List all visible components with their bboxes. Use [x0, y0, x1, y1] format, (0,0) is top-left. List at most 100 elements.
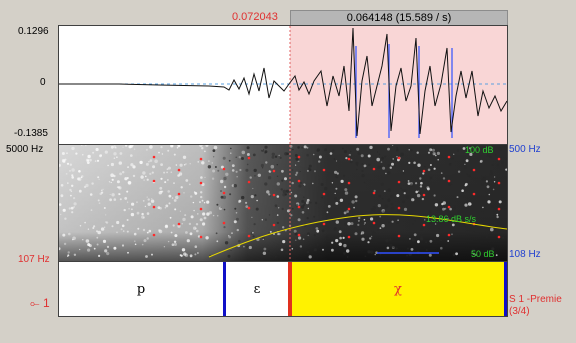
spectrogram-speckle [236, 228, 239, 232]
spectrogram-speckle [281, 169, 284, 173]
spectrogram-speckle [60, 213, 62, 216]
spectrogram-speckle [110, 181, 112, 184]
spectrogram-speckle [419, 177, 422, 180]
spectrogram-speckle [291, 181, 294, 185]
spectrogram-speckle [376, 157, 381, 162]
spectrogram-speckle [194, 253, 197, 256]
spectrogram-speckle [464, 203, 468, 207]
spectrogram-speckle [100, 227, 105, 231]
spectrogram-speckle [491, 179, 494, 181]
spectrogram-panel[interactable]: 100 dB 13.86 dB s/s 50 dB [58, 144, 508, 262]
spectrogram-texture [59, 145, 507, 259]
spectrogram-speckle [230, 249, 232, 251]
spectrogram-speckle [212, 214, 215, 217]
spectrogram-speckle [342, 147, 344, 150]
spectrogram-speckle [274, 204, 278, 208]
selected-boundary-line[interactable] [288, 262, 292, 316]
spectrogram-speckle [367, 241, 370, 244]
spectrogram-speckle [173, 199, 177, 202]
spectrogram-speckle [471, 250, 473, 252]
spectrogram-speckle [377, 204, 381, 208]
spectrogram-speckle [189, 254, 193, 258]
spectrogram-speckle [298, 184, 302, 188]
spectrogram-speckle [350, 222, 354, 226]
spectrogram-speckle [110, 173, 114, 177]
spectrogram-speckle [385, 172, 387, 175]
spectrogram-speckle [145, 162, 149, 166]
spectrogram-speckle [228, 235, 231, 239]
spectrogram-speckle [397, 219, 399, 221]
spectrogram-speckle [122, 171, 125, 174]
spectrogram-speckle [245, 201, 248, 204]
spectrogram-speckle [463, 224, 467, 227]
spectrogram-speckle [109, 198, 112, 202]
spectrogram-speckle [78, 170, 81, 173]
spectrogram-speckle [109, 193, 111, 196]
spectrogram-speckle [238, 199, 242, 203]
spectrogram-speckle [387, 188, 391, 192]
spectrogram-speckle [369, 237, 372, 240]
spectrogram-speckle [149, 172, 152, 176]
spectrogram-speckle [286, 152, 289, 156]
spectrogram-speckle [102, 239, 107, 243]
formant-dot [322, 222, 326, 226]
spectrogram-speckle [335, 239, 339, 243]
boundary-line[interactable] [504, 262, 507, 316]
spectrogram-speckle [440, 246, 443, 250]
textgrid-tier[interactable]: p ɛ χ [58, 261, 508, 317]
spectrogram-speckle [200, 191, 203, 194]
spectrogram-speckle [307, 232, 310, 236]
spectrogram-speckle [213, 156, 215, 158]
spectrogram-speckle [347, 222, 351, 226]
spectrogram-speckle [85, 145, 87, 147]
spectrogram-speckle [196, 229, 199, 233]
spectrogram-speckle [308, 255, 312, 259]
spectrogram-speckle [490, 170, 493, 173]
spectrogram-speckle [429, 164, 432, 166]
tier-name[interactable]: S 1 -Premie (3/4) [509, 294, 562, 318]
spectrogram-speckle [63, 242, 67, 246]
spectrogram-speckle [235, 217, 239, 221]
spectrogram-speckle [253, 168, 257, 173]
spectrogram-speckle [364, 255, 367, 258]
spectrogram-speckle [269, 170, 272, 172]
spectrogram-speckle [298, 247, 302, 251]
formant-dot [422, 223, 426, 227]
waveform-panel[interactable] [58, 25, 508, 145]
spectrogram-speckle [167, 166, 171, 170]
cursor-time: 0.072043 [232, 11, 278, 23]
spectrogram-speckle [363, 181, 366, 184]
spectrogram-speckle [82, 154, 84, 156]
spectrogram-speckle [420, 237, 424, 241]
spectrogram-speckle [199, 218, 203, 222]
spectrogram-speckle [95, 147, 99, 152]
spectrogram-speckle [130, 163, 134, 167]
spectrogram-speckle [151, 198, 153, 200]
spectrogram-speckle [365, 166, 367, 169]
spectrogram-speckle [461, 189, 464, 192]
spectrogram-speckle [73, 253, 77, 256]
formant-dot [297, 155, 301, 159]
spectrogram-speckle [263, 247, 267, 251]
spectrogram-speckle [359, 220, 362, 223]
spectrogram-speckle [229, 193, 232, 196]
intensity-bottom-label: 50 dB [471, 249, 495, 259]
spectrogram-speckle [449, 207, 452, 211]
spectrogram-speckle [71, 174, 74, 177]
spectrogram-speckle [467, 156, 471, 160]
spectrogram-speckle [246, 245, 249, 248]
spectrogram-speckle [220, 190, 222, 192]
spectrogram-speckle [369, 145, 373, 150]
intensity-curve [208, 214, 507, 258]
spectrogram-speckle [224, 241, 229, 245]
formant-dot [297, 205, 301, 209]
spectrogram-speckle [408, 161, 411, 164]
interval-chi-selected[interactable]: χ [292, 262, 504, 316]
boundary-line[interactable] [223, 262, 226, 316]
interval-e[interactable]: ɛ [226, 262, 288, 316]
spectrogram-speckle [278, 207, 280, 209]
spectrogram-speckle [67, 182, 69, 184]
spectrogram-speckle [87, 154, 91, 159]
spectrogram-speckle [146, 212, 150, 215]
interval-p[interactable]: p [59, 262, 223, 316]
